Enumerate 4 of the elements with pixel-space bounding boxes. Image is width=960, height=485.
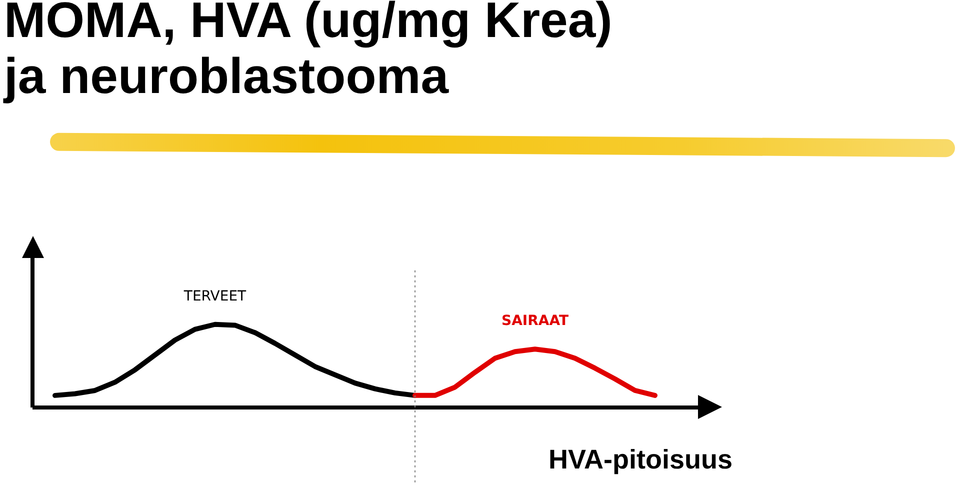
series-label: TERVEET (182, 288, 247, 304)
chart-title: MOMA, HVA (ug/mg Krea) ja neuroblastooma (4, 0, 612, 104)
x-axis-title: HVA-pitoisuus (548, 444, 732, 474)
series-label: SAIRAAT (501, 313, 569, 330)
